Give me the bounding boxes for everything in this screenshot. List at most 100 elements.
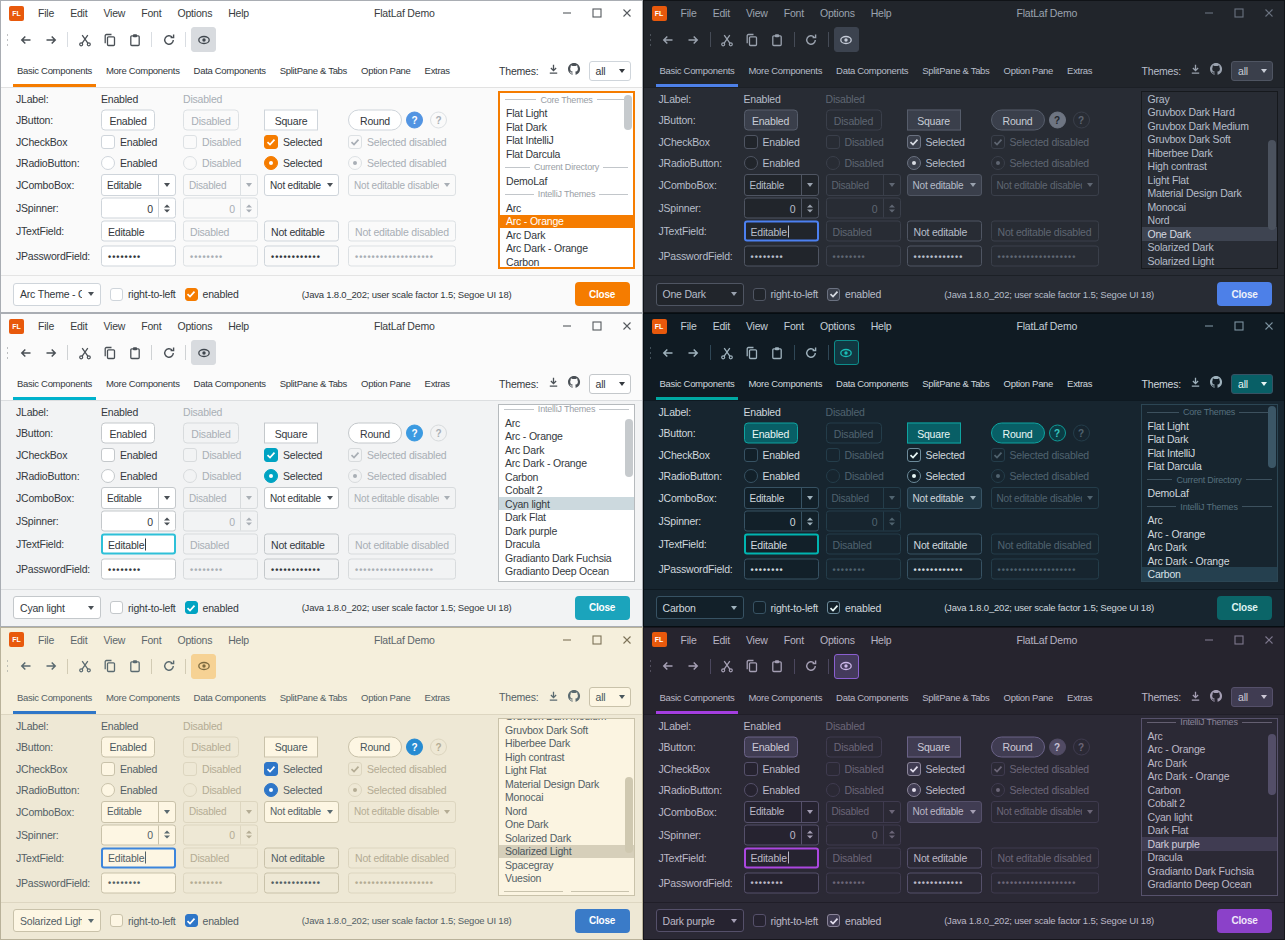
close-window-button[interactable] [1254, 314, 1284, 338]
menu-view[interactable]: View [738, 314, 776, 338]
theme-item-gruvbox-dark-soft[interactable]: Gruvbox Dark Soft [1142, 133, 1277, 147]
button-square[interactable]: Square [264, 110, 318, 131]
menu-view[interactable]: View [95, 314, 133, 338]
theme-select-combo[interactable]: Solarized Light [13, 909, 101, 932]
theme-item-flat-light[interactable]: Flat Light [1142, 419, 1277, 433]
password-field[interactable]: •••••••••••• [264, 872, 339, 893]
button-enabled[interactable]: Enabled [101, 110, 155, 131]
theme-item-flat-dark[interactable]: Flat Dark [1142, 432, 1277, 446]
password-field[interactable]: •••••••• [101, 872, 176, 893]
menu-options[interactable]: Options [169, 314, 220, 338]
text-field[interactable]: Not editable [907, 221, 982, 242]
tab-basic-components[interactable]: Basic Components [10, 54, 99, 87]
tab-more-components[interactable]: More Components [99, 681, 187, 714]
theme-item-hiberbee-dark[interactable]: Hiberbee Dark [1142, 146, 1277, 160]
menu-help[interactable]: Help [863, 314, 900, 338]
menu-help[interactable]: Help [863, 1, 900, 25]
theme-item-arc[interactable]: Arc [1142, 729, 1277, 743]
minimize-button[interactable] [1194, 628, 1224, 652]
github-icon[interactable] [568, 376, 581, 391]
cut-button[interactable] [716, 28, 739, 51]
download-icon[interactable] [1189, 690, 1202, 705]
tab-basic-components[interactable]: Basic Components [653, 367, 742, 400]
theme-item-arc[interactable]: Arc [1142, 513, 1277, 527]
checkbox-selected[interactable]: Selected [264, 135, 322, 149]
refresh-button[interactable] [157, 341, 180, 364]
show-toggle-button[interactable] [834, 340, 859, 365]
github-icon[interactable] [1210, 690, 1223, 705]
themes-filter-combo[interactable]: all [589, 374, 631, 394]
menu-file[interactable]: File [30, 1, 62, 25]
rtl-checkbox[interactable]: right-to-left [110, 288, 176, 301]
tab-data-components[interactable]: Data Components [187, 54, 273, 87]
show-toggle-button[interactable] [191, 654, 216, 679]
radio-disabled[interactable]: Disabled [183, 469, 241, 483]
checkbox-selected[interactable]: Selected [907, 135, 965, 149]
button-square[interactable]: Square [907, 423, 961, 444]
theme-item-demolaf[interactable]: DemoLaf [1142, 486, 1277, 500]
theme-select-combo[interactable]: Cyan light [13, 596, 101, 619]
theme-item-arc-dark-orange[interactable]: Arc Dark - Orange [1142, 554, 1277, 568]
spinner-buttons[interactable] [883, 512, 900, 531]
theme-item-arc-orange[interactable]: Arc - Orange [499, 429, 634, 443]
menu-options[interactable]: Options [812, 314, 863, 338]
menu-file[interactable]: File [673, 628, 705, 652]
rtl-checkbox[interactable]: right-to-left [753, 914, 819, 927]
enabled-checkbox[interactable]: enabled [185, 601, 239, 614]
button-enabled[interactable]: Enabled [744, 110, 798, 131]
download-icon[interactable] [1189, 63, 1202, 78]
combobox-not-editable[interactable]: Not editable [907, 174, 982, 196]
spinner[interactable]: 0 [101, 824, 176, 845]
checkbox-enabled[interactable]: Enabled [101, 135, 157, 149]
menu-help[interactable]: Help [220, 1, 257, 25]
theme-item-dark-flat[interactable]: Dark Flat [499, 510, 634, 524]
paste-button[interactable] [766, 28, 789, 51]
cut-button[interactable] [716, 341, 739, 364]
cut-button[interactable] [73, 28, 96, 51]
enabled-checkbox[interactable]: enabled [827, 288, 881, 301]
tab-more-components[interactable]: More Components [99, 54, 187, 87]
spinner[interactable]: 0 [101, 198, 176, 219]
refresh-button[interactable] [157, 655, 180, 678]
copy-button[interactable] [98, 28, 121, 51]
combobox-not-editable[interactable]: Not editable [264, 487, 339, 509]
scrollbar-thumb[interactable] [625, 777, 633, 853]
tab-extras[interactable]: Extras [418, 54, 457, 87]
tab-splitpane-tabs[interactable]: SplitPane & Tabs [273, 681, 354, 714]
tab-splitpane-tabs[interactable]: SplitPane & Tabs [273, 54, 354, 87]
theme-item-light-flat[interactable]: Light Flat [499, 764, 634, 778]
spinner-buttons[interactable] [158, 825, 175, 844]
github-icon[interactable] [1210, 376, 1223, 391]
theme-item-arc-dark[interactable]: Arc Dark [499, 443, 634, 457]
help-button-disabled[interactable]: ? [430, 738, 447, 755]
back-button[interactable] [657, 655, 680, 678]
forward-button[interactable] [39, 655, 62, 678]
menu-font[interactable]: Font [133, 1, 169, 25]
text-field[interactable]: Not editable disabled [348, 534, 456, 555]
password-field[interactable]: ••••••••••••••••••• [991, 246, 1099, 267]
enabled-checkbox[interactable]: enabled [185, 288, 239, 301]
enabled-checkbox[interactable]: enabled [185, 914, 239, 927]
theme-item-arc-dark[interactable]: Arc Dark [1142, 540, 1277, 554]
menu-edit[interactable]: Edit [62, 1, 95, 25]
tab-splitpane-tabs[interactable]: SplitPane & Tabs [273, 367, 354, 400]
forward-button[interactable] [682, 28, 705, 51]
close-button[interactable]: Close [575, 909, 630, 933]
password-field[interactable]: •••••••••••• [264, 559, 339, 580]
menu-file[interactable]: File [673, 314, 705, 338]
close-button[interactable]: Close [1217, 909, 1272, 933]
minimize-button[interactable] [552, 314, 582, 338]
minimize-button[interactable] [552, 1, 582, 25]
text-field[interactable]: Not editable [907, 534, 982, 555]
password-field[interactable]: •••••••• [826, 872, 901, 893]
password-field[interactable]: ••••••••••••••••••• [348, 559, 456, 580]
paste-button[interactable] [766, 341, 789, 364]
spinner[interactable]: 0 [744, 824, 819, 845]
text-field[interactable]: Not editable disabled [991, 847, 1099, 868]
spinner-buttons[interactable] [158, 512, 175, 531]
menu-font[interactable]: Font [133, 628, 169, 652]
scrollbar-thumb[interactable] [1268, 140, 1276, 230]
button-enabled[interactable]: Enabled [744, 736, 798, 757]
tab-extras[interactable]: Extras [418, 367, 457, 400]
spinner[interactable]: 0 [744, 511, 819, 532]
